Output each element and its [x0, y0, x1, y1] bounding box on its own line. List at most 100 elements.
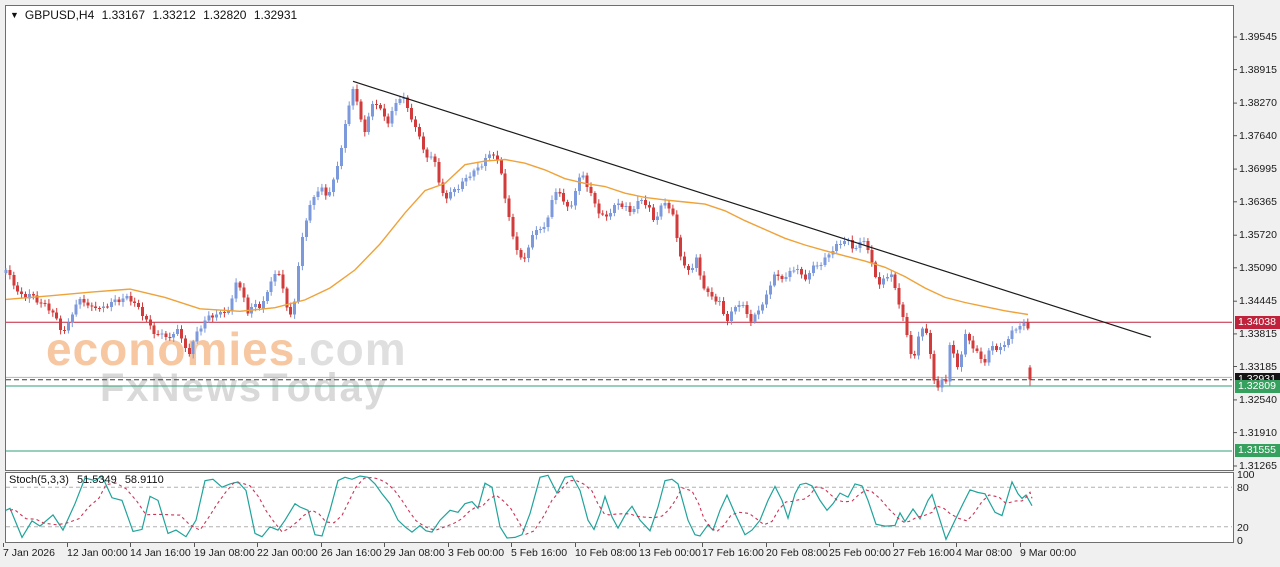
bull-candle	[542, 226, 546, 230]
bull-candle	[573, 190, 577, 206]
bull-candle	[215, 314, 219, 318]
bull-candle	[885, 277, 889, 279]
bull-candle	[807, 273, 811, 280]
bull-candle	[757, 310, 761, 315]
time-tick	[257, 543, 258, 547]
bull-candle	[472, 170, 476, 177]
bull-candle	[480, 166, 484, 168]
indicator-pane[interactable]	[5, 472, 1234, 543]
bull-candle	[390, 110, 394, 124]
bear-candle	[445, 192, 449, 199]
bull-candle	[4, 269, 8, 273]
bear-candle	[648, 204, 651, 208]
bear-candle	[515, 236, 519, 250]
bull-candle	[273, 273, 277, 282]
bear-candle	[492, 154, 495, 156]
bear-candle	[503, 173, 507, 199]
bull-candle	[70, 314, 74, 323]
bear-candle	[238, 282, 242, 288]
bear-candle	[511, 217, 515, 237]
bear-candle	[952, 344, 956, 354]
bear-candle	[187, 348, 191, 354]
bear-candle	[378, 104, 382, 109]
bear-candle	[593, 193, 597, 204]
bull-candle	[531, 234, 534, 248]
stoch-scale-label: 0	[1237, 535, 1243, 547]
bull-candle	[219, 311, 222, 315]
bear-candle	[874, 262, 878, 277]
stoch-scale-label: 20	[1237, 522, 1249, 534]
bull-candle	[488, 154, 492, 158]
bull-candle	[484, 157, 488, 167]
bull-candle	[199, 328, 203, 332]
bear-candle	[242, 287, 246, 298]
bear-candle	[605, 214, 609, 217]
bear-candle	[16, 285, 20, 292]
bear-candle	[562, 193, 566, 202]
quote-close: 1.32931	[253, 8, 298, 22]
bull-candle	[464, 177, 468, 182]
quote-low: 1.32820	[203, 8, 247, 22]
bull-candle	[960, 354, 963, 367]
bear-candle	[714, 296, 718, 302]
bear-candle	[675, 214, 679, 238]
bear-candle	[928, 333, 932, 355]
bear-candle	[382, 108, 386, 117]
bear-candle	[183, 338, 187, 349]
time-tick	[575, 543, 576, 547]
time-tick	[1020, 543, 1021, 547]
bull-candle	[449, 192, 453, 199]
bear-candle	[800, 269, 804, 275]
bull-candle	[948, 344, 952, 382]
bull-candle	[815, 265, 819, 267]
stoch-scale-label: 80	[1237, 482, 1249, 494]
bear-candle	[956, 353, 960, 367]
bull-candle	[718, 301, 722, 302]
bear-candle	[86, 302, 90, 306]
bull-candle	[293, 301, 297, 315]
time-tick	[130, 543, 131, 547]
time-tick	[956, 543, 957, 547]
bull-candle	[191, 341, 195, 354]
bull-candle	[300, 236, 304, 267]
trendline	[352, 80, 1152, 338]
bull-candle	[328, 191, 332, 196]
time-tick	[829, 543, 830, 547]
price-tick-label: 1.35090	[1239, 262, 1277, 274]
bear-candle	[1026, 322, 1030, 329]
bull-candle	[737, 305, 741, 308]
bull-candle	[917, 336, 921, 356]
bull-candle	[882, 278, 885, 285]
bull-candle	[527, 247, 531, 259]
bear-candle	[944, 379, 948, 382]
bull-candle	[336, 166, 339, 180]
bull-candle	[636, 201, 640, 209]
bull-candle	[265, 292, 269, 301]
price-tick-label: 1.39545	[1239, 31, 1277, 43]
price-pane[interactable]	[5, 5, 1234, 471]
bear-candle	[355, 89, 359, 102]
bear-candle	[726, 313, 729, 321]
bull-candle	[308, 205, 312, 221]
time-tick-label: 13 Feb 00:00	[639, 547, 701, 559]
time-tick-label: 12 Jan 00:00	[67, 547, 128, 559]
stoch-signal-line	[9, 476, 1033, 535]
price-tick-label: 1.36365	[1239, 196, 1277, 208]
bear-candle	[644, 200, 648, 205]
bear-candle	[105, 306, 109, 308]
bull-candle	[811, 265, 815, 273]
bull-candle	[230, 298, 234, 311]
bear-candle	[39, 302, 43, 304]
bear-candle	[722, 301, 726, 314]
bull-candle	[690, 268, 694, 271]
bear-candle	[324, 187, 328, 196]
bull-candle	[121, 298, 125, 303]
bull-candle	[862, 241, 866, 243]
bear-candle	[281, 274, 285, 289]
price-tick-label: 1.36995	[1239, 163, 1277, 175]
symbol-dropdown-icon[interactable]: ▼	[10, 10, 19, 20]
bull-candle	[203, 320, 207, 329]
bull-candle	[538, 229, 542, 231]
bear-candle	[152, 325, 156, 335]
